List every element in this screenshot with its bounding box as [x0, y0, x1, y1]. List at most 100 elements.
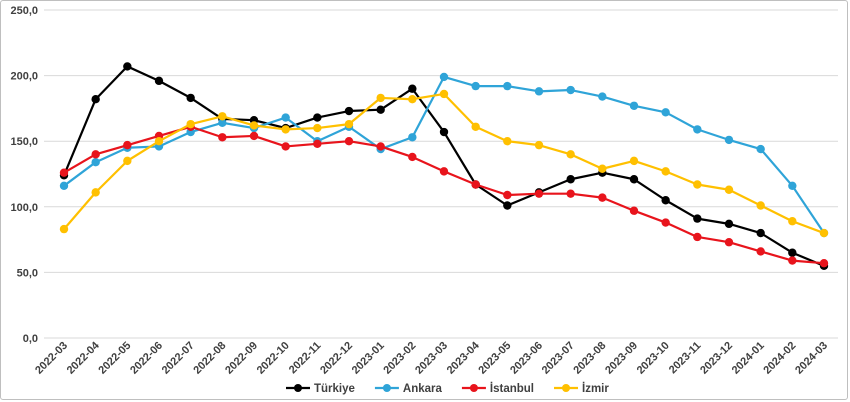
legend-label: Ankara — [403, 383, 443, 395]
data-point — [566, 189, 575, 198]
data-point — [819, 259, 829, 268]
x-tick-label: 2023-10 — [635, 340, 672, 377]
legend-marker — [294, 384, 302, 392]
data-point — [503, 137, 512, 146]
x-tick-label: 2022-12 — [318, 340, 355, 377]
x-tick-label: 2022-04 — [65, 339, 103, 377]
data-point — [756, 228, 765, 238]
data-point — [566, 150, 575, 159]
x-tick-label: 2024-03 — [793, 340, 830, 377]
data-point — [503, 201, 512, 210]
x-tick-label: 2023-11 — [667, 340, 704, 377]
data-point — [154, 137, 164, 146]
y-tick-label: 250,0 — [10, 5, 38, 17]
x-tick-label: 2023-07 — [540, 340, 577, 377]
data-point — [376, 142, 385, 151]
series-line — [63, 125, 825, 265]
legend-item: İstanbul — [461, 382, 534, 395]
series-line — [63, 75, 825, 234]
data-point — [408, 152, 417, 162]
x-tick-label: 2022-07 — [160, 340, 197, 377]
x-tick-label: 2023-12 — [698, 340, 735, 377]
data-point — [788, 217, 797, 226]
data-point — [503, 81, 512, 91]
data-point — [91, 157, 100, 167]
y-tick-label: 100,0 — [10, 202, 38, 214]
x-tick-label: 2022-03 — [33, 340, 70, 377]
data-point — [693, 214, 702, 223]
y-tick-label: 200,0 — [10, 71, 38, 83]
legend-label: İzmir — [582, 382, 609, 395]
data-point — [471, 180, 480, 189]
data-point — [756, 144, 765, 154]
data-point — [123, 140, 132, 150]
data-point — [439, 89, 449, 99]
data-point — [724, 185, 734, 194]
legend-marker — [382, 384, 391, 392]
legend-marker — [469, 384, 478, 392]
x-tick-label: 2022-11 — [287, 340, 324, 377]
data-point — [439, 167, 449, 176]
data-point — [408, 84, 417, 93]
x-tick-label: 2024-02 — [761, 340, 798, 377]
data-point — [344, 119, 354, 129]
data-point — [154, 76, 164, 86]
legend-item: Ankara — [374, 383, 443, 395]
data-point — [313, 113, 322, 122]
data-point — [724, 238, 734, 247]
x-tick-label: 2022-10 — [255, 340, 292, 377]
x-tick-label: 2023-06 — [508, 340, 545, 377]
y-tick-label: 0,0 — [23, 333, 38, 345]
data-point — [566, 85, 575, 95]
data-point — [91, 95, 100, 104]
x-tick-label: 2024-01 — [730, 340, 767, 377]
data-point — [661, 218, 670, 227]
data-point — [534, 87, 544, 96]
data-point — [408, 95, 417, 104]
data-point — [313, 139, 322, 149]
data-point — [408, 133, 417, 142]
data-point — [503, 190, 512, 200]
data-point — [281, 142, 290, 151]
legend-marker — [562, 384, 571, 392]
data-point — [534, 189, 544, 198]
data-point — [218, 133, 227, 142]
data-point — [693, 125, 702, 134]
data-point — [756, 201, 765, 210]
data-point — [724, 135, 734, 145]
data-point — [661, 196, 670, 205]
data-point — [566, 175, 575, 184]
data-point — [471, 81, 480, 91]
data-point — [249, 121, 259, 130]
data-point — [756, 247, 765, 256]
data-point — [661, 108, 670, 117]
data-point — [534, 140, 544, 150]
data-point — [218, 112, 227, 121]
data-point — [598, 92, 607, 101]
data-point — [249, 131, 259, 141]
x-tick-label: 2023-04 — [445, 339, 483, 377]
data-point — [693, 180, 702, 189]
data-point — [439, 127, 449, 137]
data-point — [598, 164, 607, 173]
data-point — [661, 167, 670, 176]
series-group — [59, 62, 829, 271]
data-point — [186, 93, 195, 103]
data-point — [59, 181, 69, 191]
data-point — [598, 193, 607, 202]
series-2 — [59, 122, 829, 268]
x-tick-label: 2022-05 — [96, 340, 133, 377]
x-tick-label: 2023-08 — [571, 340, 608, 377]
x-tick-label: 2023-05 — [476, 340, 513, 377]
data-point — [59, 168, 69, 177]
data-point — [788, 181, 797, 191]
x-tick-label: 2022-06 — [128, 340, 165, 377]
data-point — [376, 105, 385, 114]
data-point — [819, 228, 829, 238]
x-tick-label: 2022-09 — [223, 340, 260, 377]
series-1 — [59, 72, 829, 238]
legend-label: Türkiye — [314, 383, 355, 395]
data-point — [376, 93, 385, 103]
